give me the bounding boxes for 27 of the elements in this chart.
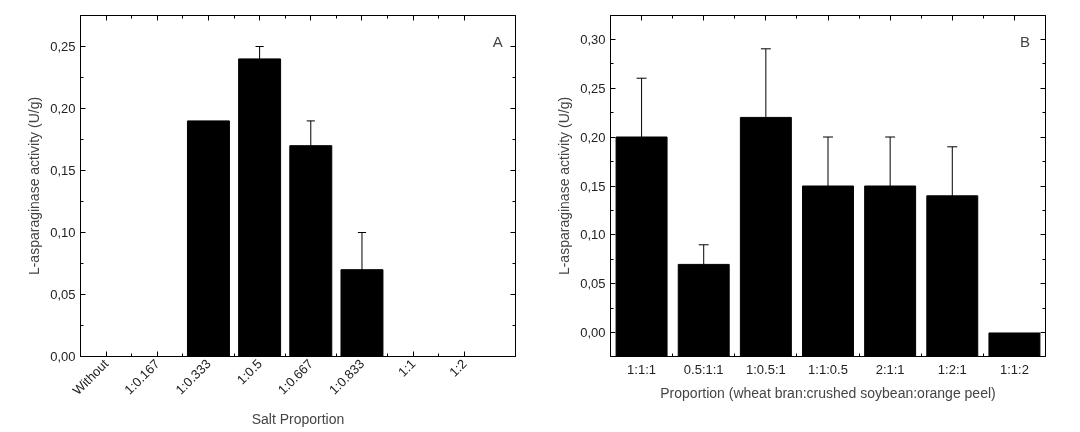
y-tick-label: 0,05: [580, 276, 606, 292]
y-tick-label: 0,10: [580, 227, 606, 243]
x-tick-label: 1:1:1: [627, 361, 657, 377]
x-tick-label: 1:2:1: [937, 361, 967, 377]
y-tick-label: 0,05: [50, 287, 76, 302]
y-axis-title: L-asparaginase activity (U/g): [26, 96, 43, 276]
y-tick-label: 0,20: [580, 129, 606, 145]
y-tick-label: 0,15: [580, 178, 606, 194]
y-tick-label: 0,30: [580, 31, 606, 47]
x-tick-label: 1:1: [395, 356, 419, 380]
y-tick-label: 0,15: [50, 163, 76, 178]
x-tick-label: 2:1:1: [875, 361, 905, 377]
y-axis-title: L-asparaginase activity (U/g): [556, 96, 573, 276]
x-axis-title: Proportion (wheat bran:crushed soybean:orange peel): [660, 384, 996, 401]
y-tick-label: 0,10: [50, 225, 76, 240]
x-tick-label: 1:1:0.5: [808, 361, 848, 377]
y-tick-label: 0,00: [580, 325, 606, 341]
x-tick-label: 1:0.5:1: [745, 361, 786, 377]
y-tick-label: 0,25: [580, 80, 606, 96]
y-tick-label: 0,20: [50, 101, 76, 116]
x-tick-label: 1:1:2: [999, 361, 1029, 377]
y-tick-label: 0,25: [50, 39, 76, 54]
text: A: [492, 32, 503, 50]
x-axis-title: Salt Proportion: [251, 411, 345, 428]
x-tick-label: 0.5:1:1: [683, 361, 724, 377]
annotation: B: [1019, 32, 1030, 50]
x-tick-label: 1:2: [446, 356, 470, 380]
